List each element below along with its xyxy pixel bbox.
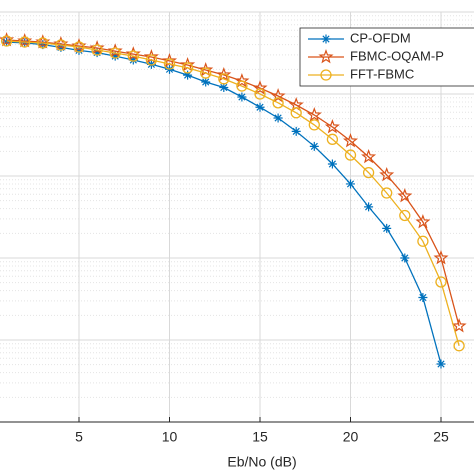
x-axis-label: Eb/No (dB) bbox=[227, 454, 296, 470]
marker bbox=[399, 209, 411, 222]
marker bbox=[344, 149, 357, 161]
marker bbox=[127, 50, 139, 62]
marker bbox=[418, 292, 428, 302]
marker bbox=[453, 340, 465, 352]
marker bbox=[56, 42, 66, 52]
marker bbox=[361, 148, 377, 164]
marker bbox=[291, 126, 301, 136]
legend-marker bbox=[318, 49, 334, 64]
x-tick-label: 10 bbox=[162, 429, 178, 445]
marker bbox=[110, 51, 120, 61]
legend-label: FBMC-OQAM-P bbox=[350, 48, 444, 63]
legend-label: CP-OFDM bbox=[350, 30, 411, 45]
marker bbox=[37, 37, 49, 49]
marker bbox=[234, 73, 250, 88]
marker bbox=[107, 43, 123, 58]
marker bbox=[433, 250, 449, 265]
marker bbox=[0, 35, 13, 47]
marker bbox=[92, 48, 102, 58]
marker bbox=[379, 166, 395, 182]
marker bbox=[255, 102, 265, 112]
marker bbox=[201, 77, 211, 87]
x-tick-label: 15 bbox=[252, 429, 268, 445]
marker bbox=[252, 80, 268, 95]
marker bbox=[362, 166, 375, 179]
marker bbox=[326, 133, 339, 145]
marker bbox=[183, 70, 193, 80]
marker bbox=[308, 119, 320, 131]
marker bbox=[290, 107, 302, 119]
marker bbox=[219, 83, 229, 93]
x-tick-label: 20 bbox=[343, 429, 359, 445]
marker bbox=[55, 39, 67, 51]
marker bbox=[324, 119, 340, 134]
marker bbox=[309, 141, 319, 151]
plot-area bbox=[0, 32, 467, 369]
marker bbox=[91, 44, 103, 56]
marker bbox=[128, 55, 138, 65]
marker bbox=[216, 66, 232, 82]
marker bbox=[364, 202, 374, 212]
marker bbox=[306, 107, 322, 122]
marker bbox=[19, 36, 31, 48]
marker bbox=[342, 133, 359, 148]
marker bbox=[382, 223, 392, 233]
legend: CP-OFDM FBMC-OQAM-P FFT-FBMC bbox=[299, 27, 474, 87]
marker bbox=[200, 67, 212, 79]
marker bbox=[236, 80, 248, 92]
marker bbox=[181, 62, 194, 74]
marker bbox=[417, 235, 429, 247]
marker bbox=[270, 88, 286, 103]
marker bbox=[397, 188, 413, 203]
marker bbox=[435, 276, 447, 288]
marker bbox=[254, 88, 266, 100]
marker bbox=[346, 179, 355, 189]
marker bbox=[163, 58, 176, 70]
legend-marker bbox=[321, 34, 331, 44]
marker bbox=[74, 45, 84, 55]
marker bbox=[237, 92, 247, 102]
marker bbox=[272, 97, 284, 109]
marker bbox=[327, 159, 337, 169]
legend-marker bbox=[320, 69, 332, 81]
marker bbox=[415, 214, 431, 229]
legend-label: FFT-FBMC bbox=[350, 66, 414, 81]
x-tick-label: 25 bbox=[433, 429, 449, 445]
marker bbox=[400, 253, 410, 263]
marker bbox=[273, 113, 283, 123]
marker bbox=[145, 54, 158, 66]
marker bbox=[73, 41, 85, 53]
marker bbox=[109, 47, 121, 59]
marker bbox=[381, 187, 393, 199]
marker bbox=[451, 318, 467, 333]
marker bbox=[218, 73, 230, 85]
marker bbox=[436, 359, 446, 369]
x-tick-label: 5 bbox=[75, 429, 83, 445]
